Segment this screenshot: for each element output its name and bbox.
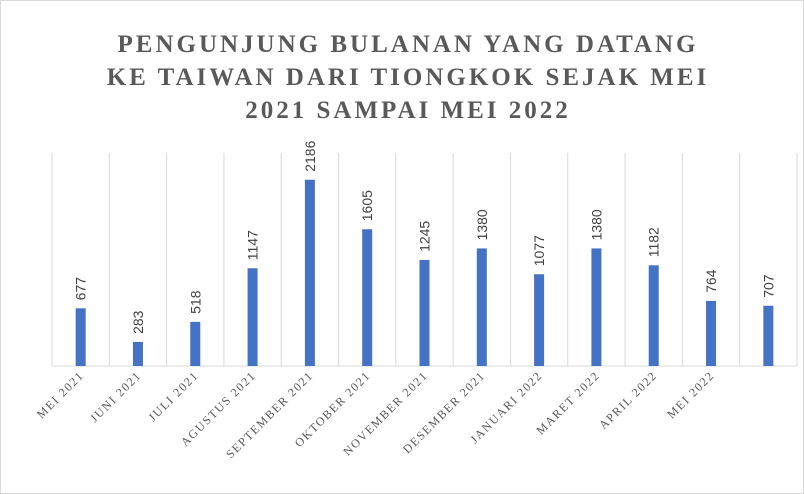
data-label: 1605 xyxy=(359,190,375,221)
data-label: 1182 xyxy=(646,227,662,257)
bar xyxy=(763,305,774,366)
bar xyxy=(247,268,258,366)
data-label: 1077 xyxy=(531,235,547,266)
bar xyxy=(75,308,86,366)
data-label: 764 xyxy=(703,269,719,293)
bar xyxy=(190,321,201,366)
data-label: 1147 xyxy=(245,230,261,260)
data-label: 2186 xyxy=(302,140,318,171)
data-label: 283 xyxy=(130,310,146,334)
chart-title: PENGUNJUNG BULANAN YANG DATANG xyxy=(118,31,699,58)
data-label: 1245 xyxy=(417,221,433,252)
bar xyxy=(419,259,430,366)
data-label: 1380 xyxy=(588,209,604,240)
bar xyxy=(648,265,659,366)
bar xyxy=(591,248,602,366)
bar xyxy=(476,248,487,366)
data-label: 518 xyxy=(187,290,203,314)
data-label: 1380 xyxy=(474,209,490,240)
chart-title: KE TAIWAN DARI TIONGKOK SEJAK MEI xyxy=(107,64,710,91)
data-label: 707 xyxy=(760,274,776,298)
bar xyxy=(362,229,373,366)
bar xyxy=(534,274,545,366)
data-label: 677 xyxy=(73,277,89,301)
bar xyxy=(304,179,315,366)
bar xyxy=(706,300,717,366)
chart-title: 2021 SAMPAI MEI 2022 xyxy=(245,97,571,124)
bar xyxy=(132,341,143,366)
